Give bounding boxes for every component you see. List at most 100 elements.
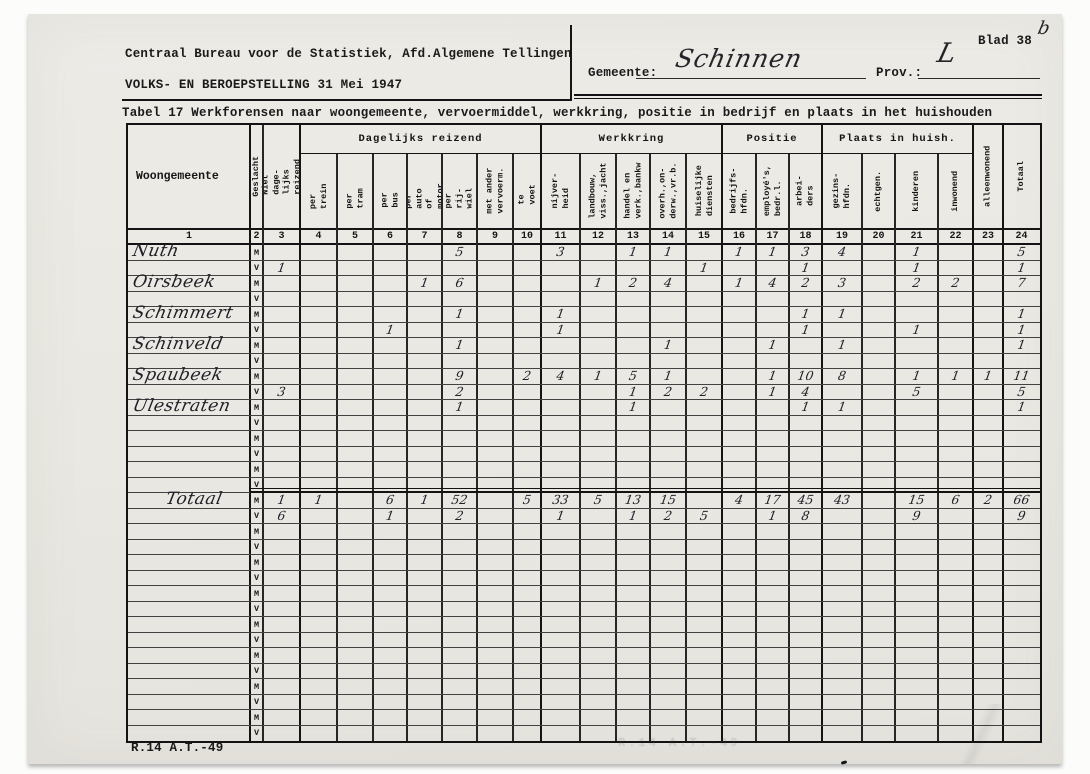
column-number-4: 4	[315, 231, 322, 242]
table-row: M	[128, 555, 1040, 571]
column-number-23: 23	[981, 231, 994, 242]
table-row: M	[128, 431, 1040, 447]
sex-label: V	[253, 325, 260, 335]
handwritten-count: 3	[276, 383, 287, 399]
sex-label: M	[253, 557, 260, 568]
handwritten-count: 2	[698, 383, 710, 399]
handwritten-count: 4	[662, 275, 674, 290]
header-rule-left	[122, 99, 572, 101]
column-header-12: landbouw, viss.,jacht	[580, 154, 616, 228]
column-header-label: per rij- wiel	[443, 188, 475, 209]
prov-underline	[918, 78, 1040, 80]
column-number-14: 14	[661, 231, 674, 242]
column-number-13: 13	[626, 231, 639, 242]
handwritten-count: 1	[419, 275, 430, 290]
grid-line-vertical	[615, 154, 617, 741]
table-row: M Schinveld 1 1 1 1 1	[128, 334, 1040, 354]
table-title: Tabel 17 Werkforensen naar woongemeente,…	[122, 106, 993, 120]
paper-crease	[902, 704, 1062, 764]
table-row: M Oirsbeek 1 6 1 2 4 1 4 2 3 2 2 7	[128, 272, 1040, 292]
column-header-label: inwonend	[950, 170, 961, 212]
grid-line-vertical	[372, 154, 374, 741]
column-number-6: 6	[386, 231, 393, 242]
handwritten-count: 1	[767, 244, 778, 259]
table-row: M	[128, 524, 1040, 540]
table-row: M	[128, 462, 1040, 478]
handwritten-count: 6	[384, 492, 396, 507]
handwritten-count: 1	[384, 507, 396, 523]
handwritten-count: 1	[592, 275, 604, 290]
table-row: M	[128, 586, 1040, 602]
column-header-24: Totaal	[1003, 125, 1040, 228]
grid-line-vertical	[685, 154, 687, 741]
handwritten-count: 3	[836, 275, 848, 290]
handwritten-count: 1	[276, 259, 287, 275]
form-code-bleedthrough: R.14 A.T.-49	[618, 736, 741, 750]
table-row: M	[128, 648, 1040, 664]
grid-line-vertical	[1001, 125, 1005, 741]
table-row: M Ulestraten 1 1 1 1 1	[128, 396, 1040, 416]
table-row: V	[128, 354, 1040, 369]
handwritten-count: 2	[662, 507, 674, 523]
census-title-line: VOLKS- EN BEROEPSTELLING 31 Mei 1947	[125, 78, 403, 92]
column-header-23: alleenwonend	[973, 125, 1003, 228]
column-header-label: per trein	[307, 183, 329, 210]
column-header-label: per auto of motor	[403, 182, 446, 209]
agency-line: Centraal Bureau voor de Statistiek, Afd.…	[125, 47, 572, 61]
prov-handwritten-value: L	[934, 38, 960, 69]
handwritten-count: 7	[1016, 275, 1027, 290]
column-header-5: per tram	[337, 154, 373, 228]
handwritten-count: 2	[662, 383, 674, 399]
handwritten-count: 2	[521, 368, 533, 383]
column-header-9: met ander vervoerm.	[477, 154, 513, 228]
column-header-22: inwonend	[938, 154, 973, 228]
handwritten-count: 5	[698, 507, 710, 523]
table-row: M	[128, 617, 1040, 633]
column-number-10: 10	[520, 231, 533, 242]
grid-line-vertical	[937, 154, 939, 741]
sex-label: M	[253, 588, 260, 599]
handwritten-count: 33	[551, 492, 570, 507]
column-header-label: per tram	[344, 188, 365, 209]
sex-label: V	[253, 635, 260, 645]
sex-label: M	[253, 650, 260, 661]
column-header-11: nijver- heid	[541, 154, 580, 228]
municipality-name: Schimmert	[131, 303, 236, 323]
table-row: V	[128, 447, 1040, 462]
handwritten-count: 1	[555, 507, 566, 523]
header-divider-line	[570, 25, 572, 99]
handwritten-count: 1	[800, 306, 811, 321]
column-header-13: handel en verk.,bankw	[616, 154, 650, 228]
handwritten-count: 1	[1016, 321, 1027, 337]
sex-label: V	[253, 480, 260, 490]
prov-label: Prov.:	[876, 66, 923, 80]
table-row: V 3 2 1 2 2 1 4 5 5	[128, 383, 1040, 400]
sex-label: M	[253, 681, 260, 692]
handwritten-count: 1	[767, 337, 778, 352]
handwritten-count: 1	[384, 321, 396, 337]
handwritten-count: 1	[767, 368, 778, 383]
table-row: V	[128, 540, 1040, 555]
handwritten-count: 1	[698, 259, 710, 275]
gemeente-handwritten-value: Schinnen	[672, 44, 806, 73]
handwritten-count: 1	[1016, 399, 1027, 414]
column-number-3: 3	[278, 231, 285, 242]
sex-label: M	[253, 619, 260, 630]
handwritten-count: 4	[800, 383, 811, 399]
grid-line-vertical	[861, 154, 863, 741]
grid-line-vertical	[262, 125, 264, 741]
handwritten-count: 1	[767, 383, 778, 399]
handwritten-count: 6	[454, 275, 465, 290]
handwritten-count: 5	[592, 492, 604, 507]
handwritten-count: 1	[767, 507, 778, 523]
handwritten-count: 1	[276, 492, 287, 507]
handwritten-count: 1	[836, 337, 848, 352]
column-header-label: echtgen.	[873, 170, 884, 212]
sex-label: M	[253, 464, 260, 475]
grid-line-vertical	[720, 125, 724, 741]
handwritten-count: 1	[911, 259, 922, 275]
table-row: V	[128, 571, 1040, 586]
handwritten-count: 6	[276, 507, 287, 523]
table-row: V 1 1 1 1 1	[128, 321, 1040, 338]
handwritten-count: 5	[911, 383, 922, 399]
